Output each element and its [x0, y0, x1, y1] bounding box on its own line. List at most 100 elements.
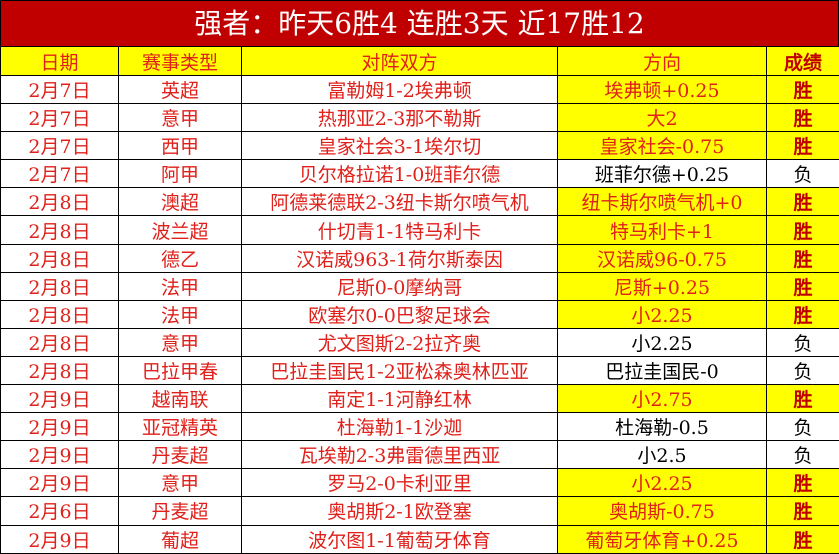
match-cell: 杜海勒1-1沙迦	[242, 413, 558, 441]
header-row: 日期 赛事类型 对阵双方 方向 成绩	[1, 47, 839, 76]
date-cell: 2月8日	[1, 328, 119, 356]
date-cell: 2月9日	[1, 525, 119, 553]
pick-cell: 奥胡斯-0.75	[558, 497, 767, 525]
league-cell: 亚冠精英	[119, 413, 242, 441]
pick-cell: 尼斯+0.25	[558, 272, 767, 300]
match-cell: 皇家社会3-1埃尔切	[242, 132, 558, 160]
league-cell: 法甲	[119, 300, 242, 328]
match-cell: 巴拉圭国民1-2亚松森奥林匹亚	[242, 356, 558, 384]
pick-cell: 埃弗顿+0.25	[558, 76, 767, 104]
league-cell: 波兰超	[119, 216, 242, 244]
date-cell: 2月9日	[1, 469, 119, 497]
league-cell: 葡超	[119, 525, 242, 553]
date-cell: 2月7日	[1, 76, 119, 104]
pick-cell: 特马利卡+1	[558, 216, 767, 244]
result-cell: 负	[767, 413, 839, 441]
picks-table: 日期 赛事类型 对阵双方 方向 成绩 2月7日英超富勒姆1-2埃弗顿埃弗顿+0.…	[0, 46, 839, 554]
match-cell: 热那亚2-3那不勒斯	[242, 104, 558, 132]
match-cell: 尤文图斯2-2拉齐奥	[242, 328, 558, 356]
result-cell: 胜	[767, 188, 839, 216]
pick-cell: 小2.25	[558, 469, 767, 497]
league-cell: 德乙	[119, 244, 242, 272]
date-cell: 2月7日	[1, 104, 119, 132]
league-cell: 英超	[119, 76, 242, 104]
pick-cell: 小2.25	[558, 328, 767, 356]
pick-cell: 小2.75	[558, 385, 767, 413]
pick-cell: 小2.5	[558, 441, 767, 469]
match-cell: 罗马2-0卡利亚里	[242, 469, 558, 497]
result-cell: 负	[767, 356, 839, 384]
date-cell: 2月6日	[1, 497, 119, 525]
pick-cell: 纽卡斯尔喷气机+0	[558, 188, 767, 216]
pick-cell: 皇家社会-0.75	[558, 132, 767, 160]
date-cell: 2月7日	[1, 160, 119, 188]
league-cell: 丹麦超	[119, 497, 242, 525]
header-result: 成绩	[767, 47, 839, 76]
pick-cell: 巴拉圭国民-0	[558, 356, 767, 384]
pick-cell: 小2.25	[558, 300, 767, 328]
league-cell: 西甲	[119, 132, 242, 160]
league-cell: 澳超	[119, 188, 242, 216]
match-cell: 阿德莱德联2-3纽卡斯尔喷气机	[242, 188, 558, 216]
league-cell: 法甲	[119, 272, 242, 300]
header-pick: 方向	[558, 47, 767, 76]
league-cell: 意甲	[119, 328, 242, 356]
match-cell: 汉诺威963-1荷尔斯泰因	[242, 244, 558, 272]
date-cell: 2月8日	[1, 216, 119, 244]
match-cell: 南定1-1河静红林	[242, 385, 558, 413]
date-cell: 2月8日	[1, 188, 119, 216]
league-cell: 巴拉甲春	[119, 356, 242, 384]
pick-cell: 杜海勒-0.5	[558, 413, 767, 441]
result-cell: 胜	[767, 272, 839, 300]
result-cell: 负	[767, 441, 839, 469]
result-cell: 胜	[767, 132, 839, 160]
header-league: 赛事类型	[119, 47, 242, 76]
league-cell: 越南联	[119, 385, 242, 413]
result-cell: 胜	[767, 76, 839, 104]
date-cell: 2月7日	[1, 132, 119, 160]
match-cell: 贝尔格拉诺1-0班菲尔德	[242, 160, 558, 188]
league-cell: 意甲	[119, 469, 242, 497]
league-cell: 意甲	[119, 104, 242, 132]
pick-cell: 葡萄牙体育+0.25	[558, 525, 767, 553]
result-cell: 负	[767, 328, 839, 356]
result-cell: 胜	[767, 216, 839, 244]
date-cell: 2月9日	[1, 413, 119, 441]
date-cell: 2月9日	[1, 441, 119, 469]
match-cell: 尼斯0-0摩纳哥	[242, 272, 558, 300]
pick-cell: 汉诺威96-0.75	[558, 244, 767, 272]
date-cell: 2月8日	[1, 300, 119, 328]
page-title: 强者：昨天6胜4 连胜3天 近17胜12	[0, 0, 839, 46]
date-cell: 2月9日	[1, 385, 119, 413]
result-cell: 负	[767, 160, 839, 188]
result-cell: 胜	[767, 497, 839, 525]
result-cell: 胜	[767, 244, 839, 272]
match-cell: 欧塞尔0-0巴黎足球会	[242, 300, 558, 328]
league-cell: 阿甲	[119, 160, 242, 188]
date-cell: 2月8日	[1, 244, 119, 272]
result-cell: 胜	[767, 385, 839, 413]
date-cell: 2月8日	[1, 272, 119, 300]
match-cell: 奥胡斯2-1欧登塞	[242, 497, 558, 525]
header-date: 日期	[1, 47, 119, 76]
pick-cell: 班菲尔德+0.25	[558, 160, 767, 188]
result-cell: 胜	[767, 469, 839, 497]
match-cell: 富勒姆1-2埃弗顿	[242, 76, 558, 104]
match-cell: 瓦埃勒2-3弗雷德里西亚	[242, 441, 558, 469]
result-cell: 胜	[767, 525, 839, 553]
result-cell: 胜	[767, 104, 839, 132]
